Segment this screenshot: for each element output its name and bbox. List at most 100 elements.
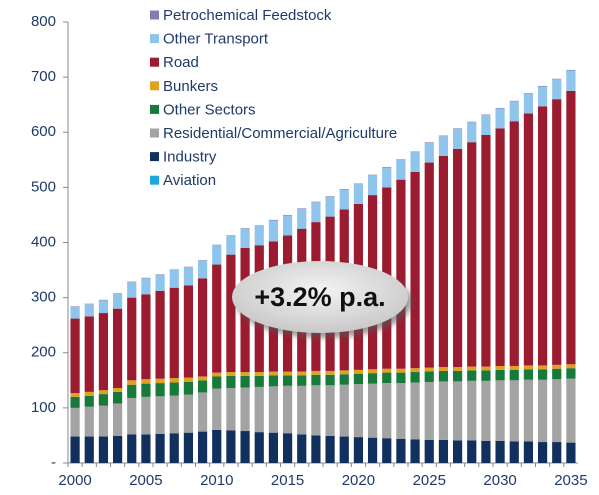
legend-swatch <box>150 175 159 185</box>
bar-segment <box>467 370 477 381</box>
annotation-bubble <box>232 261 408 333</box>
bar-segment <box>127 434 137 463</box>
bar-segment <box>367 373 378 384</box>
bar-segment <box>98 394 109 406</box>
bar-segment <box>410 439 420 463</box>
bar-segment <box>367 437 378 463</box>
bar-segment <box>552 99 562 365</box>
bar-segment <box>523 93 534 94</box>
bar-segment <box>382 166 392 168</box>
bar-segment <box>424 162 434 368</box>
bar-segment <box>396 179 406 369</box>
bar-segment <box>438 439 449 463</box>
bar-segment <box>382 368 392 373</box>
bar-segment <box>566 69 576 71</box>
bar-segment <box>84 391 94 396</box>
bar-segment <box>452 148 463 368</box>
bar-segment <box>240 431 250 463</box>
bar-segment <box>325 196 335 197</box>
bar-segment <box>537 369 548 380</box>
bar-segment <box>509 101 519 122</box>
bar-segment <box>155 383 165 397</box>
bar-segment <box>254 432 264 463</box>
y-tick-label: 100 <box>31 399 56 416</box>
legend-label: Aviation <box>163 172 216 189</box>
bar-segment <box>254 225 264 246</box>
annotation: +3.2% p.a. <box>254 282 385 312</box>
bar-segment <box>566 368 576 379</box>
bar-segment <box>112 435 123 463</box>
bar-segment <box>84 303 94 305</box>
bar-segment <box>509 121 519 366</box>
bar-segment <box>226 235 236 255</box>
bar-segment <box>226 375 236 389</box>
bar-segment <box>552 78 562 80</box>
bar-segment <box>169 378 179 383</box>
bar-segment <box>297 371 307 376</box>
bar-segment <box>70 306 80 319</box>
legend-label: Residential/Commercial/Agriculture <box>163 125 397 142</box>
bar-segment <box>268 371 279 376</box>
bar-segment <box>424 381 434 440</box>
bar-segment <box>84 436 94 463</box>
bar-segment <box>240 387 250 432</box>
bar-segment <box>183 285 194 378</box>
bar-segment <box>467 121 477 123</box>
bar-segment <box>495 440 505 463</box>
x-tick-label: 2010 <box>200 472 233 489</box>
bar-segment <box>84 316 94 392</box>
bar-segment <box>183 266 194 268</box>
bar-segment <box>481 440 491 463</box>
bar-segment <box>212 429 222 463</box>
bar-segment <box>424 142 434 163</box>
x-tick-label: 2000 <box>58 472 91 489</box>
bar-segment <box>566 442 576 463</box>
bar-segment <box>141 294 151 380</box>
legend-label: Industry <box>163 149 217 166</box>
bar-segment <box>212 245 222 265</box>
bar-segment <box>268 375 279 387</box>
bar-segment <box>98 436 109 463</box>
bar-segment <box>155 396 165 434</box>
bar-segment <box>438 370 449 382</box>
bar-segment <box>183 267 194 286</box>
bar-segment <box>183 432 194 463</box>
legend-label: Road <box>163 54 199 71</box>
bar-segment <box>169 269 179 271</box>
bar-segment <box>495 107 505 109</box>
bar-segment <box>481 115 491 136</box>
bar-segment <box>112 293 123 294</box>
bar-segment <box>155 291 165 379</box>
bar-segment <box>197 392 208 432</box>
bar-segment <box>197 376 208 381</box>
bar-segment <box>566 90 576 365</box>
bar-segment <box>98 405 109 437</box>
bar-segment <box>112 388 123 392</box>
y-tick-label: 200 <box>31 344 56 361</box>
bar-segment <box>537 86 548 107</box>
legend-label: Other Sectors <box>163 101 256 118</box>
bar-segment <box>452 128 463 149</box>
bar-segment <box>268 219 279 221</box>
bar-segment <box>183 394 194 433</box>
bar-segment <box>452 367 463 371</box>
bar-segment <box>240 228 250 249</box>
bar-segment <box>495 380 505 441</box>
bar-segment <box>509 369 519 381</box>
x-tick-label: 2030 <box>483 472 516 489</box>
legend-swatch <box>150 81 159 91</box>
bar-segment <box>537 106 548 366</box>
bar-segment <box>509 441 519 463</box>
bar-segment <box>325 435 335 463</box>
bar-segment <box>212 388 222 430</box>
bar-segment <box>197 278 208 377</box>
bar-segment <box>523 93 534 114</box>
y-tick-label: 600 <box>31 123 56 140</box>
bar-segment <box>552 442 562 463</box>
bar-segment <box>268 432 279 463</box>
bar-segment <box>112 391 123 404</box>
bar-segment <box>523 379 534 442</box>
bar-segment <box>197 380 208 393</box>
bar-segment <box>169 433 179 463</box>
bar-segment <box>396 372 406 384</box>
